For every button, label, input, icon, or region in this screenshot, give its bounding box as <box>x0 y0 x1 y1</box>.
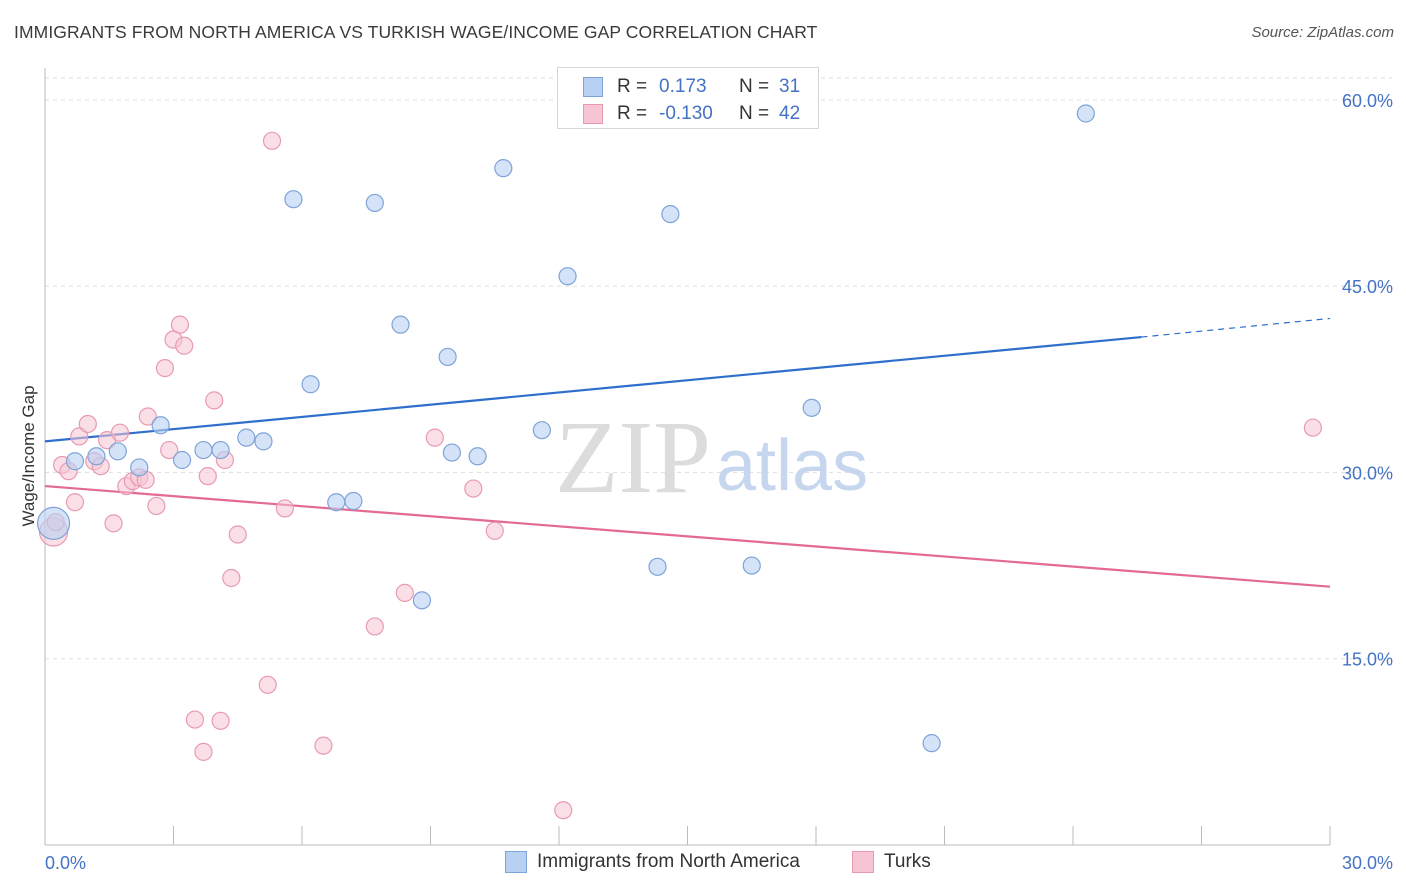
legend-label: Turks <box>884 851 931 872</box>
turks-point <box>425 428 444 447</box>
y-tick-label: 60.0% <box>1342 91 1393 111</box>
turks-point <box>554 801 573 820</box>
turks-point <box>211 711 230 730</box>
north-america-point <box>532 421 551 440</box>
grid-lines <box>45 77 1392 660</box>
north-america-point <box>194 440 213 460</box>
north-america-point <box>1076 104 1095 123</box>
north-america-point <box>254 432 273 451</box>
turks-point <box>70 427 89 446</box>
north-america-point <box>151 416 170 435</box>
turks-point <box>262 131 282 150</box>
turks-point <box>110 423 130 442</box>
north-america-point <box>661 204 680 224</box>
north-america-point <box>108 442 127 461</box>
turks-point <box>485 521 504 540</box>
r-value: 0.173 <box>659 76 707 97</box>
watermark: ZIP atlas <box>555 400 868 515</box>
turks-point <box>78 414 97 434</box>
trend-lines <box>44 317 1331 588</box>
turks-point <box>170 315 190 334</box>
turks-point <box>365 617 384 636</box>
blue-swatch <box>505 851 527 873</box>
pink-swatch <box>852 851 874 873</box>
north-america-point <box>327 493 346 512</box>
turks-point <box>194 742 213 761</box>
legend-item-turks: Turks <box>852 851 931 873</box>
blue-swatch <box>583 77 603 97</box>
axes <box>44 68 1331 846</box>
turks-trend-line <box>44 484 1331 588</box>
n-value: 31 <box>779 76 801 97</box>
turks-point <box>395 583 414 602</box>
turks-point <box>160 440 179 460</box>
turks-point <box>65 493 85 512</box>
north-america-point <box>558 267 577 286</box>
turks-point <box>175 336 194 355</box>
north-america-point <box>172 450 192 470</box>
watermark-atlas: atlas <box>716 426 868 506</box>
north-america-point <box>494 159 513 178</box>
north-america-point <box>36 506 71 540</box>
north-america-point <box>438 347 457 367</box>
chart-title: IMMIGRANTS FROM NORTH AMERICA VS TURKISH… <box>14 22 818 42</box>
north-america-point <box>922 734 941 753</box>
turks-point <box>314 736 333 755</box>
turks-point <box>198 467 217 486</box>
y-axis-label: Wage/Income Gap <box>19 385 38 526</box>
y-tick-label: 30.0% <box>1342 463 1393 483</box>
turks-point <box>155 358 175 378</box>
n-label: N = <box>739 103 770 124</box>
pink-swatch <box>583 104 603 124</box>
north-america-point <box>365 193 384 213</box>
north-america-point <box>391 315 410 334</box>
turks-point <box>104 514 123 533</box>
x-tick-label: 30.0% <box>1342 853 1393 873</box>
x-tick-label: 0.0% <box>45 853 86 873</box>
turks-point <box>228 525 247 544</box>
turks-point <box>258 675 277 694</box>
n-label: N = <box>739 76 770 97</box>
turks-point <box>1303 418 1322 437</box>
north-america-point <box>65 452 85 471</box>
legend-row-pink: R = -0.130 N = 42 <box>558 101 800 127</box>
north-america-point <box>284 190 303 209</box>
r-label: R = <box>617 76 648 97</box>
north-america-point <box>87 447 106 466</box>
legend-row-blue: R = 0.173 N = 31 <box>558 74 800 100</box>
north-america-point <box>442 443 462 462</box>
tick-labels: 15.0% 30.0% 45.0% 60.0% 0.0% 30.0% <box>45 91 1393 873</box>
north-america-point <box>468 447 487 466</box>
source-label: Source: ZipAtlas.com <box>1251 24 1394 41</box>
north-america-point <box>742 556 761 575</box>
north-america-point <box>301 375 320 394</box>
north-america-point <box>802 398 821 417</box>
turks-point <box>138 407 157 426</box>
north-america-point <box>344 491 363 511</box>
legend-label: Immigrants from North America <box>537 851 800 872</box>
north-america-trend-extension <box>1141 317 1331 338</box>
legend-item-north-america: Immigrants from North America <box>505 851 800 873</box>
north-america-trend-line <box>44 335 1142 443</box>
turks-point <box>275 499 294 518</box>
north-america-point <box>211 440 230 460</box>
r-label: R = <box>617 103 648 124</box>
r-value: -0.130 <box>659 103 713 124</box>
turks-point <box>464 479 483 498</box>
north-america-point <box>130 458 149 477</box>
y-tick-label: 15.0% <box>1342 650 1393 670</box>
turks-point <box>185 710 205 729</box>
turks-point <box>222 568 241 588</box>
north-america-point <box>412 591 432 610</box>
correlation-legend: R = 0.173 N = 31 R = -0.130 N = 42 <box>557 67 819 129</box>
north-america-point <box>237 428 256 447</box>
watermark-zip: ZIP <box>555 400 711 515</box>
y-tick-label: 45.0% <box>1342 277 1393 297</box>
north-america-points <box>36 104 1095 753</box>
turks-point <box>147 496 166 516</box>
n-value: 42 <box>779 103 801 124</box>
north-america-point <box>648 557 667 576</box>
turks-point <box>205 391 224 410</box>
